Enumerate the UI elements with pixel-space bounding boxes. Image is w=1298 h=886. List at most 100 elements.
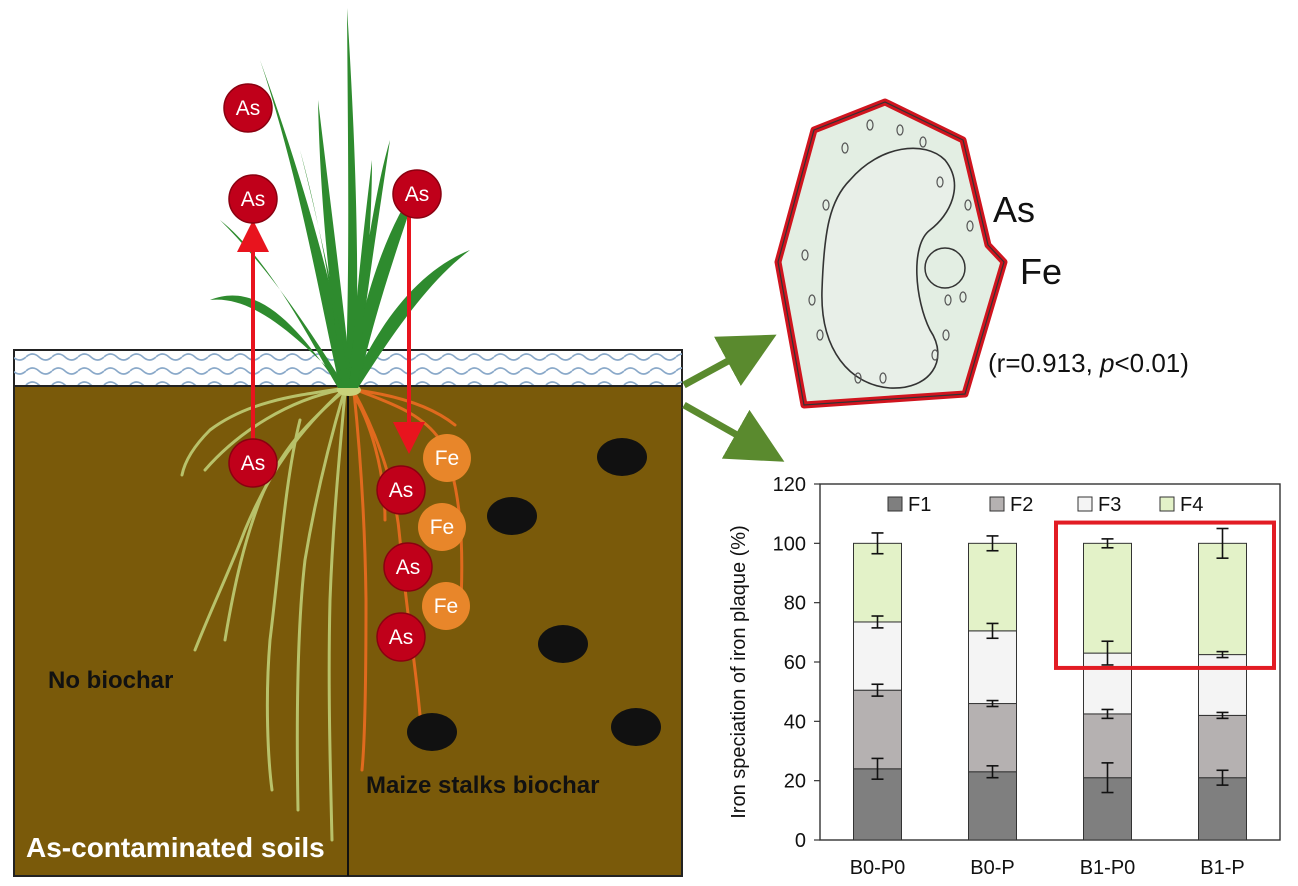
bars-layer <box>853 542 1247 841</box>
y-tick-label: 20 <box>784 771 806 793</box>
error-bar <box>1101 762 1114 794</box>
roots-left <box>180 386 348 842</box>
error-bar <box>1101 640 1114 666</box>
x-tick-label: B1-P <box>1200 857 1244 879</box>
bar-segment-f2 <box>1198 714 1247 779</box>
as-ion <box>228 438 278 488</box>
as-ion <box>376 465 426 515</box>
bar-segment-f2 <box>968 703 1017 773</box>
biochar-particle <box>407 713 457 751</box>
bar-segment-f2 <box>853 689 902 770</box>
as-ion <box>228 174 278 224</box>
error-bar <box>871 757 884 780</box>
ion-circles: As As As As Fe As Fe As Fe As <box>223 83 471 662</box>
uptake-arrows <box>237 210 425 454</box>
fe-ion-label: Fe <box>435 447 460 470</box>
bar-segment-f3 <box>968 630 1017 705</box>
x-ticks-layer: B0-P0 B0-P B1-P0 B1-P <box>850 857 1245 879</box>
highlight-box <box>1054 520 1276 670</box>
legend-label-f4: F4 <box>1180 494 1203 516</box>
cell-label-fe: Fe <box>1020 251 1062 292</box>
as-ion <box>383 542 433 592</box>
error-bar <box>871 683 884 697</box>
bar-segment-f3 <box>853 621 902 691</box>
y-tick-label: 100 <box>773 533 806 555</box>
x-tick-label: B1-P0 <box>1080 857 1136 879</box>
biochar-particles <box>407 438 661 751</box>
bar-segment-f1 <box>968 771 1017 841</box>
legend-swatch-f2 <box>989 496 1005 512</box>
error-bar <box>986 622 999 640</box>
fe-ion-label: Fe <box>434 595 459 618</box>
legend-label-f2: F2 <box>1010 494 1033 516</box>
arrow-to-cell <box>682 334 777 389</box>
plant-leaves <box>210 8 470 388</box>
x-tick-label: B0-P <box>970 857 1014 879</box>
biochar-particle <box>538 625 588 663</box>
error-bar <box>986 699 999 708</box>
as-ion-label: As <box>236 97 261 120</box>
fe-ion <box>422 582 470 630</box>
error-bar <box>986 765 999 779</box>
x-tick-label: B0-P0 <box>850 857 906 879</box>
error-bar <box>1216 711 1229 720</box>
as-ion <box>376 612 426 662</box>
bar-segment-f4 <box>1083 542 1132 654</box>
correlation-suffix: <0.01) <box>1114 348 1188 378</box>
link-arrows <box>682 334 785 462</box>
as-ion <box>392 169 442 219</box>
bar-segment-f3 <box>1198 654 1247 716</box>
as-ion-label: As <box>389 479 414 502</box>
legend-swatch-f1 <box>887 496 903 512</box>
error-bar <box>871 615 884 629</box>
error-bar <box>871 532 884 555</box>
bar-segment-f4 <box>968 542 1017 632</box>
as-ion <box>223 83 273 133</box>
biochar-particle <box>597 438 647 476</box>
correlation-prefix: (r=0.913, <box>988 348 1100 378</box>
correlation-text: (r=0.913, p<0.01) <box>988 348 1189 378</box>
biochar-label: Maize stalks biochar <box>366 772 599 799</box>
error-bars-layer <box>871 527 1229 794</box>
legend-label-f1: F1 <box>908 494 931 516</box>
as-ion-label: As <box>241 452 266 475</box>
bar-segment-f1 <box>853 768 902 841</box>
y-ticks-layer: 0 20 40 60 80 100 120 <box>773 474 820 852</box>
legend-label-f3: F3 <box>1098 494 1121 516</box>
error-bar <box>986 535 999 552</box>
legend-swatch-f3 <box>1077 496 1093 512</box>
cell-label-as: As <box>993 189 1035 230</box>
biochar-particle <box>611 708 661 746</box>
error-bar <box>1101 708 1114 720</box>
bar-segment-f4 <box>853 542 902 623</box>
legend-swatch-f4 <box>1159 496 1175 512</box>
fe-ion-label: Fe <box>430 516 455 539</box>
y-axis-label: Iron speciation of iron plaque (%) <box>728 525 750 819</box>
legend: F1 F2 F3 F4 <box>887 494 1203 516</box>
nucleus <box>924 247 966 289</box>
as-ion-label: As <box>405 183 430 206</box>
soil-label: As-contaminated soils <box>26 832 325 863</box>
as-ion-label: As <box>241 188 266 211</box>
y-tick-label: 0 <box>795 830 806 852</box>
error-bar <box>1216 650 1229 659</box>
as-ion-label: As <box>396 556 421 579</box>
y-tick-label: 60 <box>784 652 806 674</box>
cell-wall-outline <box>777 101 1005 406</box>
error-bar <box>1216 769 1229 786</box>
y-tick-label: 40 <box>784 711 806 733</box>
fe-ion <box>423 434 471 482</box>
arrow-to-chart <box>682 401 785 462</box>
y-tick-label: 120 <box>773 474 806 496</box>
biochar-particle <box>487 497 537 535</box>
vacuole <box>821 147 956 389</box>
plant-cell <box>774 98 1008 409</box>
bar-segment-f4 <box>1198 542 1247 656</box>
no-biochar-label: No biochar <box>48 667 173 694</box>
y-tick-label: 80 <box>784 593 806 615</box>
correlation-p: p <box>1099 348 1114 378</box>
chloroplasts <box>801 119 974 384</box>
fe-ion <box>418 503 466 551</box>
